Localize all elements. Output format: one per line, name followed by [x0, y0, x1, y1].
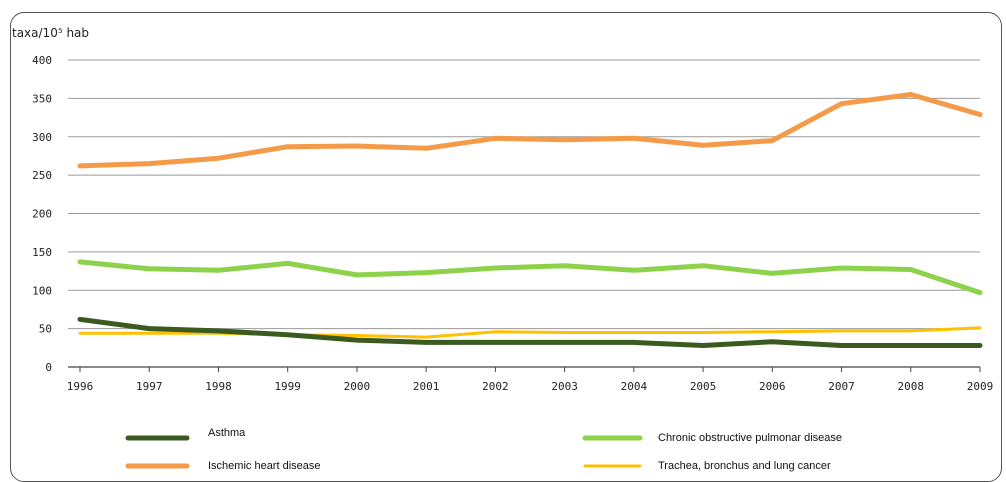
x-tick-label: 2004: [621, 380, 648, 393]
x-tick-label: 1996: [67, 380, 94, 393]
legend-label: Asthma: [208, 427, 246, 439]
x-tick-label: 2005: [690, 380, 717, 393]
x-tick-label: 2006: [759, 380, 786, 393]
y-tick-label: 0: [45, 361, 52, 374]
legend: Asthma Chronic obstructive pulmonar disea…: [125, 427, 842, 472]
x-tick-label: 2002: [482, 380, 509, 393]
x-tick-label: 2008: [898, 380, 925, 393]
legend-label: Chronic obstructive pulmonar disease: [658, 432, 842, 444]
y-tick-label: 200: [32, 208, 52, 221]
series-line-asthma: [77, 316, 983, 348]
x-tick-label: 2007: [828, 380, 855, 393]
y-tick-label: 50: [39, 323, 52, 336]
x-tick-label: 1999: [274, 380, 301, 393]
y-tick-label: 250: [32, 169, 52, 182]
y-tick-label: 100: [32, 284, 52, 297]
x-tick-label: 2001: [413, 380, 440, 393]
y-tick-label: 150: [32, 246, 52, 259]
series-lines: [77, 92, 983, 348]
y-axis-label: taxa/10⁵ hab: [12, 26, 89, 40]
x-tick-label: 1998: [205, 380, 232, 393]
x-tick-label: 2009: [967, 380, 994, 393]
legend-label: Trachea, bronchus and lung cancer: [658, 460, 831, 472]
legend-label: Ischemic heart disease: [208, 460, 321, 472]
y-tick-label: 400: [32, 54, 52, 67]
x-tick-labels: 1996 1997 1998 1999 2000 2001 2002 2003 2004 2005…: [67, 367, 994, 393]
y-tick-labels: 0 50 100 150 200 250 300 350 400: [32, 54, 52, 374]
x-tick-label: 2000: [344, 380, 371, 393]
series-line-ischemic-heart-disease: [77, 92, 983, 169]
y-tick-label: 300: [32, 131, 52, 144]
series-line-chronic-obstructive-pulmonar-disease: [77, 259, 983, 296]
x-tick-label: 1997: [136, 380, 163, 393]
x-tick-label: 2003: [551, 380, 578, 393]
gridlines: [68, 59, 980, 368]
y-tick-label: 350: [32, 92, 52, 105]
